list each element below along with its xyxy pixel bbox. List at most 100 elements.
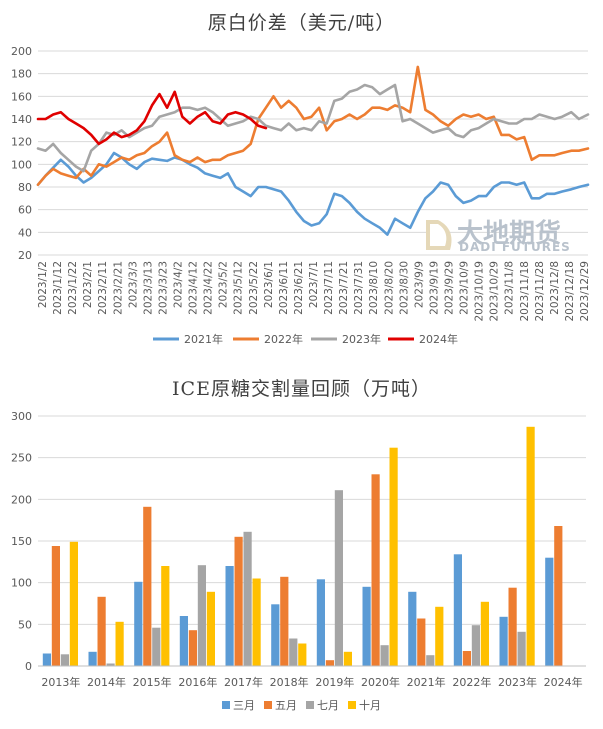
c2-legend-label: 三月: [233, 699, 255, 712]
c1-y-tick-label: 120: [11, 136, 32, 149]
chart-title-ice-delivery: ICE原糖交割量回顾（万吨）: [172, 378, 431, 400]
c2-bar: [243, 531, 252, 666]
c2-legend: 三月 五月 七月 十月: [222, 698, 381, 712]
c2-bar: [42, 653, 51, 666]
c1-x-tick-label: 2023/11/28: [534, 261, 546, 322]
c2-x-tick-label: 2024年: [544, 675, 583, 689]
c2-bar: [316, 579, 325, 666]
c1-legend-label: 2024年: [419, 332, 458, 346]
c2-x-tick-label: 2023年: [498, 675, 537, 689]
c1-y-tick-label: 60: [18, 204, 32, 217]
c2-y-tick-label: 150: [11, 535, 32, 548]
c2-legend-swatch: [222, 701, 230, 709]
c1-x-tick-label: 2023/5/22: [248, 261, 260, 315]
c1-y-tick-label: 20: [18, 249, 32, 262]
c2-bar: [526, 426, 535, 666]
c1-x-tick-label: 2023/4/2: [173, 261, 185, 308]
c1-x-tick-label: 2023/4/22: [203, 261, 215, 315]
c2-x-tick-label: 2015年: [133, 675, 172, 689]
c1-series-line-2022年: [36, 65, 590, 186]
c2-bar: [69, 541, 78, 666]
c1-y-tick-label: 100: [11, 158, 32, 171]
c2-bar: [334, 490, 343, 666]
c1-y-tick-label: 200: [11, 45, 32, 58]
c1-series-lines: [36, 65, 590, 236]
c2-y-tick-label: 250: [11, 452, 32, 465]
c2-legend-label: 十月: [359, 698, 381, 712]
c1-x-tick-label: 2023/8/20: [383, 261, 395, 315]
watermark-logo: 大地期货 DADI FUTURES: [426, 218, 571, 254]
c2-legend-label: 五月: [275, 699, 297, 712]
c1-y-tick-label: 80: [18, 181, 32, 194]
c2-bar: [143, 506, 152, 666]
c1-x-tick-label: 2023/1/12: [52, 261, 64, 315]
c1-x-tick-label: 2023/10/9: [459, 261, 471, 315]
c2-x-tick-label: 2016年: [178, 675, 217, 689]
c2-bar: [408, 591, 417, 666]
c1-x-tick-label: 2023/10/29: [489, 261, 501, 322]
c2-bar: [453, 554, 462, 666]
c2-legend-swatch: [306, 701, 314, 709]
c1-x-tick-label: 2023/3/23: [157, 261, 169, 315]
c1-x-tick-label: 2023/11/8: [504, 261, 516, 315]
c2-legend-swatch: [264, 701, 272, 709]
c2-bar: [371, 474, 380, 666]
c1-x-tick-label: 2023/5/2: [218, 261, 230, 308]
c2-bar: [97, 596, 106, 666]
c1-x-tick-label: 2023/6/21: [293, 261, 305, 315]
c2-bar: [106, 663, 115, 666]
c2-bar: [435, 606, 444, 666]
c2-bar: [298, 643, 307, 666]
c2-y-tick-label: 200: [11, 493, 32, 506]
c2-x-tick-label: 2021年: [407, 675, 446, 689]
c2-bar: [462, 651, 471, 666]
c2-y-tick-label: 0: [25, 660, 32, 673]
c1-legend-label: 2023年: [342, 332, 381, 346]
c1-x-tick-label: 2023/7/21: [338, 261, 350, 315]
c1-x-tick-label: 2023/10/19: [474, 261, 486, 322]
c2-bar: [325, 660, 334, 666]
c2-bar: [252, 578, 261, 666]
c1-x-tick-label: 2023/12/18: [564, 261, 576, 322]
c1-x-tick-label: 2023/2/21: [112, 261, 124, 315]
c2-y-tick-label: 300: [11, 410, 32, 423]
c1-x-tick-label: 2023/2/1: [82, 261, 94, 308]
c2-bar: [499, 616, 508, 666]
c1-x-tick-label: 2023/1/22: [67, 261, 79, 315]
c2-bar: [545, 557, 554, 666]
c2-bar: [115, 621, 124, 666]
c2-bar: [343, 651, 352, 666]
c1-x-tick-label: 2023/9/9: [413, 261, 425, 308]
c1-y-tick-label: 140: [11, 113, 32, 126]
c2-x-tick-label: 2020年: [361, 675, 400, 689]
c2-x-tick-label: 2019年: [315, 675, 354, 689]
c2-bar: [88, 651, 97, 666]
c2-x-tick-label: 2014年: [87, 675, 126, 689]
c2-y-tick-label: 50: [18, 618, 32, 631]
c1-x-tick-label: 2023/4/12: [188, 261, 200, 315]
c2-bar: [188, 630, 197, 666]
c1-x-tick-label: 2023/12/29: [579, 261, 591, 322]
logo-shape-inner: [430, 224, 447, 246]
c2-bar: [51, 546, 60, 666]
c1-y-tick-label: 180: [11, 68, 32, 81]
c1-x-tick-label: 2023/9/29: [444, 261, 456, 315]
c1-x-tick-label: 2023/8/10: [368, 261, 380, 315]
watermark-brand-cn: 大地期货: [457, 218, 561, 249]
c2-bar: [426, 655, 435, 666]
c2-legend-swatch: [348, 701, 356, 709]
c2-x-tick-label: 2017年: [224, 675, 263, 689]
c1-x-tick-label: 2023/7/1: [308, 261, 320, 308]
c1-x-tick-label: 2023/3/13: [142, 261, 154, 315]
c2-legend-label: 七月: [317, 699, 339, 712]
c1-y-axis: 20 40 60 80 100 120 140 160 180 200: [11, 45, 32, 262]
c2-bar: [234, 536, 243, 666]
c1-x-tick-label: 2023/6/1: [263, 261, 275, 308]
c2-bar: [179, 616, 188, 666]
c2-bar: [471, 625, 480, 666]
watermark-brand-en: DADI FUTURES: [459, 240, 571, 254]
c2-bar: [134, 581, 143, 666]
c2-bar: [380, 645, 389, 666]
c1-legend-label: 2022年: [264, 332, 303, 346]
